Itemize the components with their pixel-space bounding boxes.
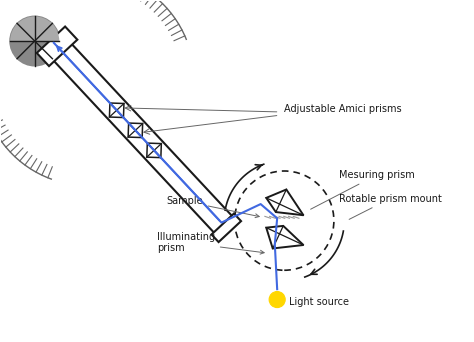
Text: Mesuring prism: Mesuring prism	[310, 170, 414, 209]
Wedge shape	[10, 16, 59, 41]
Text: Illuminating
prism: Illuminating prism	[156, 232, 264, 254]
Polygon shape	[211, 213, 241, 242]
Text: Adjustable Amici prisms: Adjustable Amici prisms	[284, 104, 402, 114]
Polygon shape	[37, 27, 77, 66]
Polygon shape	[266, 189, 303, 215]
Circle shape	[10, 16, 59, 66]
Text: Sample: Sample	[166, 196, 259, 218]
Text: Light source: Light source	[289, 298, 349, 307]
Text: Rotable prism mount: Rotable prism mount	[338, 194, 441, 219]
Polygon shape	[266, 226, 303, 249]
Polygon shape	[50, 40, 235, 236]
Text: Scale: Scale	[0, 341, 1, 342]
Circle shape	[269, 291, 285, 307]
